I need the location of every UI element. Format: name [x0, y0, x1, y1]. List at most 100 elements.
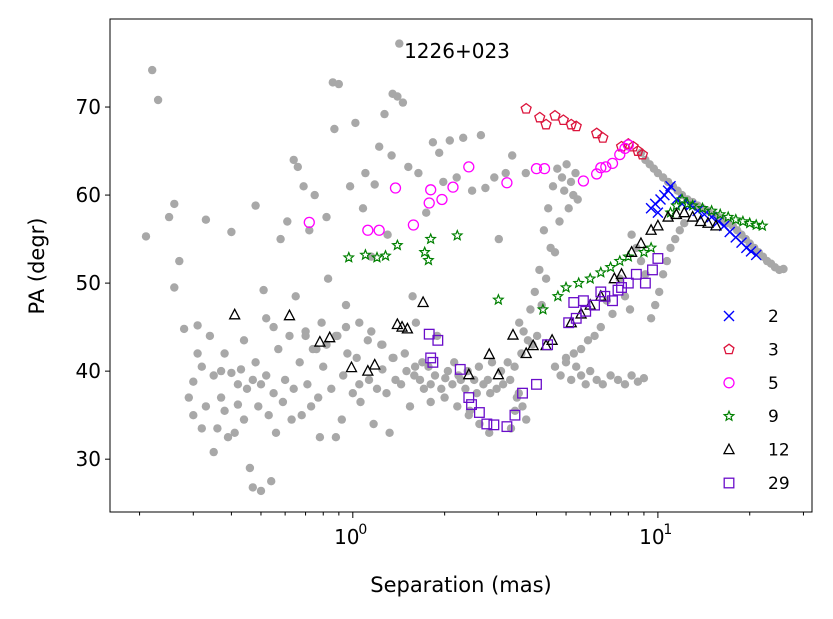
background-point	[343, 349, 352, 358]
background-point	[197, 362, 206, 371]
series-points	[228, 102, 769, 433]
series-9-point	[359, 248, 372, 261]
x-tick-label: 10	[334, 525, 359, 549]
x-tick-label: 10	[639, 525, 664, 549]
background-point	[636, 256, 646, 266]
background-point	[494, 234, 503, 244]
background-point	[291, 292, 300, 301]
background-point	[382, 389, 391, 398]
chart-title: 1226+023	[404, 39, 510, 63]
background-point	[295, 358, 304, 367]
background-point	[448, 380, 457, 389]
background-point	[476, 131, 486, 140]
background-point	[418, 358, 427, 367]
background-point	[467, 186, 477, 195]
series-9-point	[743, 216, 757, 229]
series-29-point	[652, 253, 664, 264]
series-9-point	[729, 213, 742, 226]
background-point	[490, 173, 499, 182]
background-point	[555, 217, 564, 226]
background-point	[680, 219, 689, 228]
series-3-point	[540, 118, 552, 130]
background-point	[566, 177, 576, 187]
series-12-point	[651, 218, 664, 231]
background-point	[193, 349, 202, 358]
series-29-point	[577, 295, 589, 307]
series-9-point	[749, 218, 763, 231]
y-tick-label: 40	[76, 359, 101, 383]
background-point	[395, 39, 404, 48]
background-point	[330, 124, 339, 134]
background-point	[550, 362, 560, 371]
series-12-point	[313, 335, 326, 347]
background-point	[141, 232, 151, 241]
background-point	[378, 340, 387, 349]
background-point	[319, 362, 328, 371]
background-point	[608, 309, 617, 319]
series-2-point	[750, 249, 762, 261]
background-point	[544, 204, 553, 213]
background-point	[289, 155, 298, 165]
series-9-point	[379, 249, 392, 262]
series-9-point	[613, 254, 626, 267]
background-point	[461, 384, 470, 393]
background-point	[646, 314, 656, 323]
background-point	[369, 419, 378, 429]
background-point	[285, 331, 294, 341]
series-12-point	[401, 321, 414, 334]
legend-label-29: 29	[768, 474, 790, 494]
series-9-point	[681, 197, 694, 210]
background-point	[254, 402, 263, 411]
background-point	[408, 292, 417, 301]
background-point	[662, 256, 672, 266]
background-point	[220, 349, 229, 358]
background-points	[141, 39, 788, 496]
background-point	[301, 331, 310, 341]
background-point	[323, 274, 333, 283]
x-axis-label: Separation (mas)	[370, 573, 552, 597]
background-point	[170, 199, 179, 209]
background-point	[428, 138, 438, 147]
background-point	[341, 300, 351, 310]
series-12-point	[520, 346, 533, 359]
series-29-point	[463, 392, 475, 404]
background-point	[306, 402, 316, 411]
series-29-point	[622, 277, 634, 289]
background-point	[216, 393, 226, 402]
background-point	[223, 433, 233, 442]
background-point	[464, 411, 473, 420]
background-point	[393, 92, 402, 101]
legend-label-2: 2	[768, 307, 779, 327]
series-5-point	[362, 224, 374, 236]
background-point	[437, 384, 446, 393]
series-12-point	[368, 358, 381, 370]
background-point	[370, 180, 379, 189]
series-9-point	[713, 207, 727, 220]
series-29-point	[466, 399, 477, 411]
legend-marker-12	[722, 442, 736, 455]
legend-label-9: 9	[768, 407, 779, 427]
background-point	[571, 168, 580, 178]
series-3-point	[534, 111, 546, 123]
series-29-point	[423, 328, 435, 340]
background-point	[175, 256, 184, 266]
series-12-point	[615, 267, 628, 279]
background-point	[197, 424, 206, 433]
background-point	[443, 366, 453, 376]
legend-marker-2	[723, 310, 735, 322]
background-point	[435, 148, 444, 157]
background-point	[236, 365, 246, 374]
series-12-point	[594, 289, 607, 301]
background-point	[404, 162, 413, 172]
series-29-point	[639, 277, 651, 289]
background-point	[535, 265, 544, 275]
series-3-point	[557, 114, 570, 126]
background-point	[557, 173, 567, 182]
background-point	[274, 344, 283, 354]
series-12-point	[323, 330, 336, 343]
series-12-point	[506, 328, 520, 340]
background-point	[264, 411, 273, 420]
background-point	[440, 393, 449, 402]
series-9-point	[422, 253, 435, 266]
